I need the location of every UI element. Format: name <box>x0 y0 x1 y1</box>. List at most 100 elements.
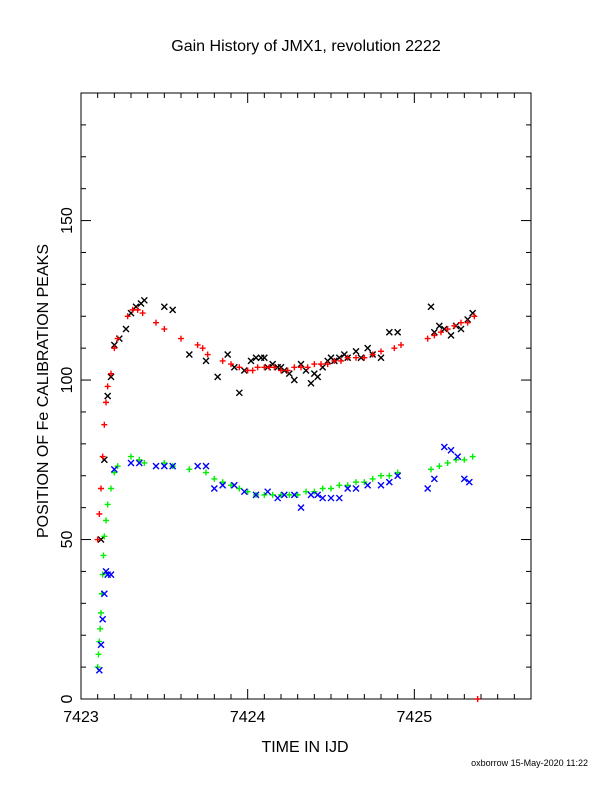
data-point <box>331 357 338 364</box>
data-point <box>297 360 305 368</box>
data-point <box>153 319 159 326</box>
data-point <box>103 399 109 406</box>
data-point <box>135 459 143 467</box>
data-point <box>280 491 288 499</box>
data-point <box>328 485 334 492</box>
data-point <box>336 482 343 489</box>
data-point <box>160 462 168 470</box>
data-point <box>264 488 272 496</box>
y-axis-title: POSITION OF Fe CALIBRATION PEAKS <box>35 244 52 538</box>
data-point <box>127 459 135 467</box>
data-point <box>99 453 106 460</box>
data-point <box>104 392 112 400</box>
data-point <box>161 326 168 333</box>
y-tick-label: 50 <box>59 531 76 549</box>
data-point <box>280 366 288 374</box>
data-point <box>266 364 273 371</box>
data-point <box>141 459 148 466</box>
data-point <box>210 485 218 492</box>
data-point <box>274 494 282 502</box>
data-point <box>378 348 384 355</box>
data-point <box>361 479 368 486</box>
data-point <box>240 366 248 374</box>
data-point <box>469 453 476 460</box>
data-point <box>97 536 105 544</box>
data-point <box>169 306 177 314</box>
data-point <box>128 453 134 460</box>
data-point <box>99 571 106 578</box>
data-point <box>219 481 227 489</box>
footer-note: oxborrow 15-May-2020 11:22 <box>471 758 588 768</box>
data-point <box>224 351 232 359</box>
data-point <box>451 322 458 329</box>
plot-frame <box>80 92 532 700</box>
data-point <box>152 462 160 470</box>
data-point <box>261 364 268 371</box>
data-point <box>230 481 238 489</box>
data-point <box>108 485 114 492</box>
data-point <box>202 462 210 470</box>
data-point <box>244 488 251 495</box>
data-point <box>444 326 451 333</box>
data-point <box>319 485 326 492</box>
data-point <box>353 354 359 361</box>
data-point <box>186 466 193 473</box>
x-tick-label: 7423 <box>63 709 99 726</box>
data-point <box>97 625 104 632</box>
data-point <box>95 666 103 674</box>
data-point <box>464 315 472 323</box>
data-point <box>94 536 101 543</box>
data-point <box>391 345 398 352</box>
data-point <box>440 443 448 451</box>
series-3 <box>95 443 473 674</box>
data-point <box>297 504 305 512</box>
data-point <box>140 296 148 304</box>
data-point <box>454 453 462 461</box>
data-point <box>394 469 401 476</box>
data-point <box>461 456 468 463</box>
data-point <box>202 357 210 365</box>
data-point <box>107 571 115 579</box>
data-point <box>240 488 248 496</box>
data-point <box>114 463 121 470</box>
data-point <box>311 361 318 368</box>
data-point <box>252 491 260 499</box>
data-point <box>286 491 293 498</box>
data-point <box>318 361 324 368</box>
data-points <box>94 296 481 702</box>
data-point <box>100 552 107 559</box>
data-point <box>185 351 193 359</box>
data-point <box>291 364 298 371</box>
data-point <box>353 479 359 486</box>
data-point <box>169 462 177 470</box>
data-point <box>278 367 284 374</box>
data-point <box>361 354 368 361</box>
data-point <box>249 367 256 374</box>
data-point <box>424 485 432 492</box>
data-point <box>430 475 438 483</box>
data-point <box>136 456 143 463</box>
data-point <box>95 651 102 658</box>
data-point <box>122 325 130 333</box>
data-point <box>97 641 105 649</box>
data-point <box>236 364 243 371</box>
data-point <box>474 696 481 702</box>
series-2 <box>94 453 476 671</box>
data-point <box>369 475 376 482</box>
axis-tick-labels: 0 50 100 150 7423 7424 7425 <box>59 207 432 726</box>
data-point <box>214 373 222 381</box>
data-point <box>430 328 438 336</box>
data-point <box>303 488 309 495</box>
data-point <box>436 463 443 470</box>
data-point <box>460 475 468 483</box>
data-point <box>111 345 118 352</box>
data-point <box>435 322 443 330</box>
data-point <box>457 325 465 333</box>
data-point <box>465 478 473 486</box>
data-point <box>294 491 301 498</box>
data-point <box>235 389 243 397</box>
data-point <box>278 491 284 498</box>
data-point <box>386 472 393 479</box>
data-point <box>228 361 234 368</box>
